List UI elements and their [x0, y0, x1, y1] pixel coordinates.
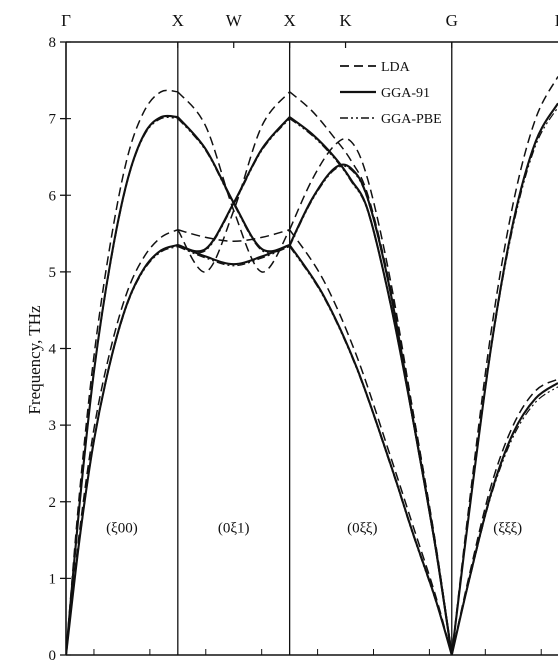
series-gga-91 [66, 103, 558, 655]
series-gga-91-branch-8 [452, 103, 558, 655]
symmetry-label-γ-0: Γ [61, 11, 71, 30]
region-label-1: (0ξ1) [218, 520, 250, 536]
y-axis-label: Frequency, THz [25, 305, 44, 415]
labels-layer: 012345678ΓXWXKGL(ξ00)(0ξ1)(0ξξ)(ξξξ) [49, 11, 558, 661]
legend: LDA GGA-91 GGA-PBE [340, 60, 442, 127]
series-lda-branch-4 [178, 92, 290, 272]
y-tick-label-3: 3 [49, 418, 57, 434]
symmetry-label-g-5: G [446, 11, 458, 30]
legend-label-gga-91: GGA-91 [381, 86, 430, 101]
symmetry-lines [178, 42, 452, 655]
y-tick-label-2: 2 [49, 495, 57, 511]
series-lda-branch-2 [178, 92, 290, 272]
series-gga-pbe-branch-2 [178, 119, 290, 253]
region-label-2: (0ξξ) [347, 520, 377, 536]
symmetry-label-w-2: W [226, 11, 243, 30]
series-gga-pbe-branch-6 [290, 166, 452, 655]
y-tick-label-6: 6 [49, 188, 57, 204]
series-gga-pbe-branch-7 [290, 247, 452, 655]
series-lda-branch-8 [452, 76, 558, 655]
series-gga-pbe-branch-0 [66, 117, 178, 655]
y-tick-label-5: 5 [49, 265, 57, 281]
symmetry-label-k-4: K [339, 11, 352, 30]
series-gga-91-branch-6 [290, 165, 452, 655]
symmetry-label-x-3: X [283, 11, 295, 30]
y-tick-label-0: 0 [49, 648, 57, 661]
axes-layer [60, 42, 541, 655]
legend-label-gga-pbe: GGA-PBE [381, 112, 442, 127]
series-lda-branch-1 [66, 230, 178, 655]
series-lda-branch-7 [290, 230, 452, 655]
series-gga-pbe-branch-8 [452, 107, 558, 655]
y-tick-label-4: 4 [49, 342, 57, 358]
region-label-3: (ξξξ) [493, 520, 522, 536]
series-gga-91-branch-7 [290, 245, 452, 655]
legend-label-lda: LDA [381, 60, 411, 75]
y-tick-label-1: 1 [49, 571, 57, 587]
series-gga-pbe-branch-4 [178, 119, 290, 253]
y-tick-label-8: 8 [49, 35, 57, 51]
series-lda-branch-3 [178, 230, 290, 241]
series-lda [66, 76, 558, 655]
y-tick-label-7: 7 [49, 112, 57, 128]
region-label-0: (ξ00) [106, 520, 138, 536]
series-gga-91-branch-0 [66, 116, 178, 655]
series-gga-pbe [66, 107, 558, 655]
symmetry-label-x-1: X [172, 11, 184, 30]
series-lda-branch-0 [66, 90, 178, 655]
series-layer [66, 76, 558, 655]
